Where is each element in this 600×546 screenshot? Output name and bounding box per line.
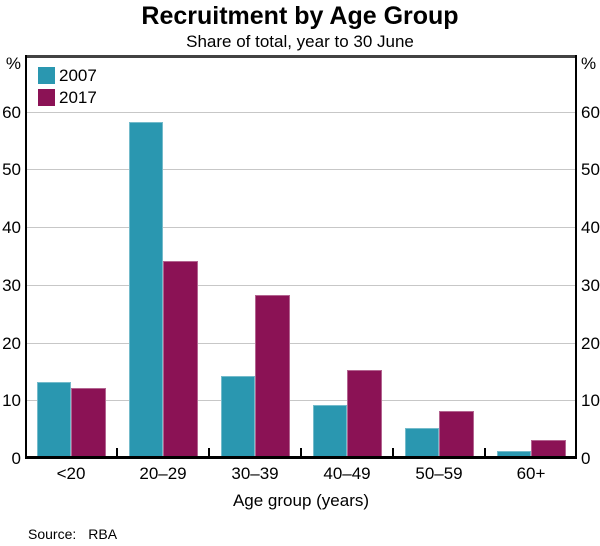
bar-2017-<20 [71, 387, 106, 457]
gridline-20 [25, 342, 577, 344]
bar-2017-60+ [531, 439, 566, 457]
y-axis-right-tick-10: 10 [581, 391, 600, 411]
plot-frame-top [25, 55, 577, 58]
chart-title: Recruitment by Age Group [141, 2, 459, 30]
plot-area: 2007 2017 [25, 55, 577, 459]
x-tick-label-40–49: 40–49 [323, 464, 371, 483]
bar-2017-50–59 [439, 410, 474, 457]
y-axis-right-tick-50: 50 [581, 160, 600, 180]
legend-swatch-2007 [38, 67, 55, 84]
x-axis-boundary-tick [208, 448, 210, 456]
x-axis-boundary-tick [484, 448, 486, 456]
source-note: Source: RBA [28, 526, 117, 542]
y-axis-right-tick-40: 40 [581, 218, 600, 238]
y-axis-left-tick-60: 60 [2, 102, 21, 122]
gridline-10 [25, 400, 577, 402]
bars-layer [25, 55, 577, 459]
bar-group-20–29 [117, 55, 209, 459]
bar-2007-20–29 [128, 122, 163, 457]
x-axis-boundary-tick [392, 448, 394, 456]
x-tick-label-50–59: 50–59 [415, 464, 463, 483]
y-axis-right: % 0 10 20 30 40 50 60 [581, 54, 600, 468]
bar-2007-40–49 [312, 405, 347, 457]
bar-group-60+ [485, 55, 577, 459]
y-axis-right-tick-0: 0 [581, 449, 591, 468]
bar-2007-50–59 [404, 428, 439, 457]
gridline-50 [25, 169, 577, 171]
y-axis-left-tick-40: 40 [2, 218, 21, 238]
y-axis-left-tick-50: 50 [2, 160, 21, 180]
y-axis-left-tick-10: 10 [2, 391, 21, 411]
gridline-60 [25, 111, 577, 113]
x-axis-line [25, 456, 577, 459]
x-tick-label-30–39: 30–39 [231, 464, 279, 483]
y-axis-right-tick-20: 20 [581, 333, 600, 353]
bar-2017-20–29 [163, 260, 198, 457]
source-label: Source: [28, 526, 77, 542]
x-tick-labels: <20 20–29 30–39 40–49 50–59 60+ [25, 464, 577, 484]
bar-2017-30–39 [255, 295, 290, 457]
bar-group-50–59 [393, 55, 485, 459]
x-tick-label-20–29: 20–29 [139, 464, 187, 483]
bar-2007-<20 [36, 381, 71, 457]
x-axis-boundary-tick [116, 448, 118, 456]
y-axis-line-right [575, 55, 577, 459]
x-axis-title: Age group (years) [232, 491, 370, 510]
legend-item-2017: 2017 [38, 89, 97, 106]
x-tick-label-<20: <20 [56, 464, 86, 483]
gridline-40 [25, 227, 577, 229]
y-axis-left-tick-20: 20 [2, 333, 21, 353]
gridline-30 [25, 284, 577, 286]
bar-group-30–39 [209, 55, 301, 459]
source-value: RBA [88, 526, 118, 542]
bar-group-<20 [25, 55, 117, 459]
bar-2017-40–49 [347, 370, 382, 457]
y-axis-right-tick-30: 30 [581, 275, 600, 295]
legend-label-2017: 2017 [59, 88, 97, 107]
y-axis-right-unit-label: % [581, 54, 597, 73]
legend: 2007 2017 [38, 67, 97, 111]
y-axis-left: % 0 10 20 30 40 50 60 [0, 54, 21, 468]
y-axis-left-tick-0: 0 [11, 449, 21, 468]
bar-2007-60+ [496, 451, 531, 457]
legend-swatch-2017 [38, 89, 55, 106]
y-axis-left-tick-30: 30 [2, 275, 21, 295]
y-axis-left-unit-label: % [5, 54, 21, 73]
bar-group-40–49 [301, 55, 393, 459]
y-axis-line-left [25, 55, 27, 459]
x-tick-label-60+: 60+ [516, 464, 546, 483]
legend-label-2007: 2007 [59, 66, 97, 85]
y-axis-right-tick-60: 60 [581, 102, 600, 122]
chart-subtitle: Share of total, year to 30 June [186, 32, 414, 51]
x-axis-boundary-tick [300, 448, 302, 456]
legend-item-2007: 2007 [38, 67, 97, 84]
bar-2007-30–39 [220, 376, 255, 457]
